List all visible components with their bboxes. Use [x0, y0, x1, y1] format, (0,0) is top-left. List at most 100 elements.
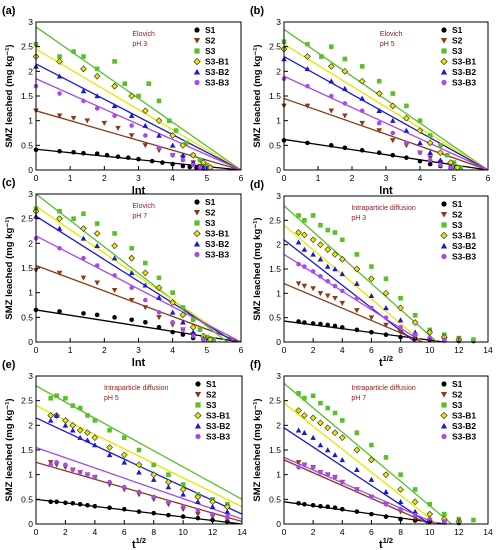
legend-label: S2 — [205, 208, 216, 218]
data-point-s3-b3 — [359, 108, 365, 114]
legend-label: S3-B2 — [452, 241, 476, 251]
x-tick-label: 0 — [34, 527, 39, 537]
legend-label: S3 — [206, 400, 217, 410]
legend-label: S3 — [452, 220, 463, 230]
data-point-s1 — [81, 150, 86, 156]
data-point-s3 — [122, 81, 128, 86]
x-tick-label: 14 — [483, 527, 493, 537]
y-axis-label: SMZ leached (mg kg⁻¹) — [252, 398, 263, 501]
fit-line-s2 — [284, 283, 423, 342]
data-point-s3 — [48, 395, 54, 401]
panel-label: (a) — [2, 5, 16, 17]
fit-line-s3-b3 — [36, 446, 242, 520]
legend-marker-s3-b3 — [194, 79, 200, 86]
x-axis-label-superscript: 1/2 — [383, 354, 393, 363]
data-point-s1 — [383, 332, 389, 338]
data-point-s1 — [332, 323, 338, 329]
legend-label: S2 — [452, 36, 463, 46]
data-point-s3-b1 — [317, 419, 324, 427]
annotation-text: pH 3 — [132, 41, 147, 48]
data-point-s3 — [70, 403, 76, 408]
legend-label: S2 — [452, 210, 463, 220]
data-point-s3-b1 — [338, 434, 346, 441]
y-tick-label: 0 — [28, 519, 33, 529]
legend-label: S3-B3 — [206, 432, 230, 442]
data-point-s3-b2 — [437, 157, 444, 163]
data-point-s3-b3 — [427, 157, 433, 163]
y-axis-label: SMZ leached (mg kg⁻¹) — [252, 44, 263, 147]
data-point-s3-b2 — [84, 437, 91, 443]
data-point-s3-b3 — [112, 113, 117, 119]
legend-marker-s2 — [440, 38, 448, 44]
data-point-s3-b3 — [398, 506, 403, 512]
fit-line-s3-b2 — [284, 427, 431, 524]
data-point-s3-b2 — [339, 271, 346, 277]
data-point-s3-b3 — [143, 133, 148, 138]
legend-marker-s3-b2 — [440, 68, 448, 75]
fit-lines — [284, 28, 488, 170]
data-point-s3-b3 — [170, 152, 175, 158]
legend-label: S3-B1 — [206, 411, 230, 421]
data-point-s3 — [369, 442, 374, 448]
data-point-s3-b3 — [339, 479, 345, 485]
data-point-s3 — [204, 162, 210, 168]
x-tick-label: 10 — [178, 527, 188, 537]
data-point-s2 — [324, 293, 331, 299]
data-points — [295, 390, 476, 526]
data-point-s3-b2 — [403, 127, 410, 133]
data-point-s3 — [332, 410, 338, 416]
data-point-s2 — [128, 133, 135, 139]
data-point-s2 — [111, 287, 118, 293]
data-point-s3-b1 — [416, 127, 424, 134]
data-point-s3-b3 — [129, 123, 134, 128]
legend-marker-s3-b3 — [441, 433, 447, 440]
data-point-s3-b2 — [224, 508, 231, 514]
x-tick-label: 8 — [398, 345, 403, 355]
data-point-s3 — [369, 264, 374, 269]
x-tick-label: 0 — [282, 527, 287, 537]
data-point-s1 — [325, 322, 331, 328]
y-tick-label: 2.5 — [269, 215, 281, 225]
data-point-s3-b2 — [111, 255, 118, 261]
fit-line-s3-b1 — [36, 205, 235, 342]
x-axis-label: lnt — [379, 185, 393, 197]
y-tick-label: 1 — [28, 116, 33, 126]
data-point-s3 — [112, 59, 117, 64]
fit-line-s3-b1 — [284, 402, 438, 524]
data-point-s3 — [85, 413, 90, 418]
data-point-s1 — [170, 161, 175, 167]
y-tick-label: 0 — [276, 519, 281, 529]
x-tick-label: 5 — [204, 345, 209, 355]
data-point-s3-b3 — [302, 264, 307, 269]
data-point-s3 — [302, 218, 307, 223]
data-point-s1 — [318, 321, 323, 327]
fit-line-s2 — [36, 264, 241, 342]
fit-line-s3 — [36, 26, 241, 170]
x-tick-label: 12 — [454, 345, 464, 355]
fit-line-s3-b3 — [284, 75, 488, 170]
data-point-s3-b1 — [76, 426, 84, 434]
data-point-s3-b2 — [317, 256, 324, 262]
data-point-s3-b3 — [190, 333, 196, 339]
data-point-s3-b3 — [339, 288, 345, 294]
data-point-s1 — [325, 504, 331, 510]
data-point-s3-b3 — [369, 305, 374, 311]
data-point-s3-b1 — [411, 498, 419, 506]
data-point-s1 — [328, 143, 334, 148]
data-point-s1 — [195, 515, 201, 521]
y-tick-label: 1 — [28, 288, 33, 298]
data-point-s3 — [77, 405, 83, 411]
data-point-s3-b3 — [81, 255, 86, 261]
data-point-s3 — [359, 64, 365, 69]
legend-label: S1 — [452, 379, 463, 389]
data-point-s3 — [184, 140, 189, 146]
data-point-s3-b3 — [325, 278, 331, 284]
data-point-s3-b2 — [390, 117, 396, 123]
legend-marker-s3-b2 — [193, 68, 201, 75]
data-point-s1 — [70, 500, 76, 506]
data-point-s3-b3 — [94, 106, 100, 111]
y-axis-label: SMZ leached (mg kg⁻¹) — [4, 44, 15, 147]
data-point-s3 — [339, 237, 345, 243]
data-point-s3-b2 — [111, 103, 118, 109]
data-point-s3-b1 — [56, 58, 63, 65]
